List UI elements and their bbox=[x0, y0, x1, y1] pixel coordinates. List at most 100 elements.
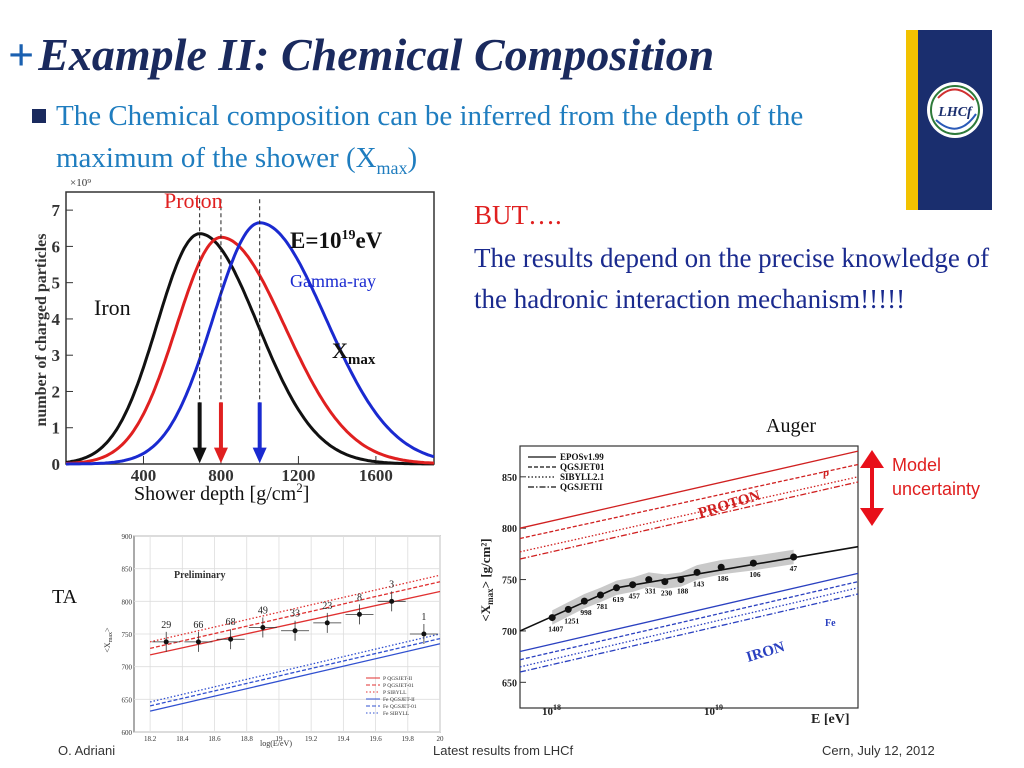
footer-date: Cern, July 12, 2012 bbox=[822, 743, 935, 758]
auger-point-count: 457 bbox=[629, 592, 641, 601]
ta-xtick-label: 18.6 bbox=[208, 735, 221, 743]
auger-point-count: 998 bbox=[580, 608, 592, 617]
auger-point-count: 1407 bbox=[548, 625, 563, 634]
auger-data-point bbox=[790, 553, 798, 561]
shower-plot-frame bbox=[65, 191, 435, 465]
ta-legend-entry: Fe QGSJET-II bbox=[383, 697, 415, 703]
bullet-square-icon bbox=[32, 109, 46, 123]
model-uncertainty-label: Model uncertainty bbox=[892, 453, 980, 501]
but-label: BUT…. bbox=[474, 200, 562, 230]
bullet-sub: max bbox=[376, 157, 408, 178]
shower-ytick-label: 1 bbox=[52, 419, 61, 438]
auger-point-count: 188 bbox=[677, 587, 689, 596]
auger-data-point bbox=[717, 563, 725, 571]
auger-legend-entry: QGSJETII bbox=[560, 482, 603, 492]
auger-iron-model-line bbox=[519, 572, 859, 653]
ta-preliminary: Preliminary bbox=[174, 570, 225, 581]
logo-accent-bar bbox=[906, 30, 918, 210]
ta-point-count: 23 bbox=[322, 601, 332, 612]
model-label-line1: Model bbox=[892, 455, 942, 475]
ta-iron-model-line bbox=[149, 637, 441, 707]
ta-xtick-label: 19.4 bbox=[337, 735, 350, 743]
ta-ylabel-main: <X bbox=[103, 642, 112, 653]
ta-ytick-label: 650 bbox=[122, 696, 133, 704]
xmax-arrowhead-icon bbox=[252, 447, 267, 464]
ta-ytick-label: 850 bbox=[122, 566, 133, 574]
ta-xtick-label: 19.8 bbox=[402, 735, 415, 743]
ta-ytick-label: 600 bbox=[122, 729, 133, 737]
ta-chart: 600 650 700 750 800 850 900 18.2 18.4 18.6 18.8 19… bbox=[103, 533, 444, 748]
bullet-end: ) bbox=[407, 142, 418, 174]
auger-ytick-label: 700 bbox=[502, 627, 517, 638]
ta-point-count: 33 bbox=[290, 609, 300, 620]
auger-xtick-19-exp: 19 bbox=[715, 703, 723, 712]
model-uncertainty-arrow-icon bbox=[860, 450, 884, 526]
ta-xlabel: log(E/eV) bbox=[260, 739, 292, 748]
shower-ytick-label: 4 bbox=[52, 310, 61, 329]
ta-xtick-label: 18.8 bbox=[241, 735, 254, 743]
energy-exp: 19 bbox=[341, 228, 355, 243]
auger-data-point bbox=[613, 584, 621, 592]
ta-xtick-label: 18.4 bbox=[176, 735, 189, 743]
shower-xlabel-end: ] bbox=[303, 483, 310, 505]
ta-legend-entry: Fe SIBYLL bbox=[383, 711, 410, 717]
shower-curve-gamma-ray bbox=[66, 221, 435, 466]
model-label-line2: uncertainty bbox=[892, 479, 981, 499]
shower-xlabel-main: Shower depth [g/cm bbox=[134, 483, 297, 505]
auger-chart: <Xmax> [g/cm²] EPOSv1.99QGSJET01SIBYLL2.… bbox=[478, 445, 859, 727]
auger-point-count: 781 bbox=[596, 602, 608, 611]
auger-data-point bbox=[596, 591, 604, 599]
ta-xtick-label: 18.2 bbox=[144, 735, 157, 743]
auger-data-point bbox=[564, 605, 572, 613]
shower-ytick-label: 0 bbox=[52, 455, 61, 474]
ta-proton-model-line bbox=[149, 574, 441, 643]
auger-point-count: 619 bbox=[613, 595, 625, 604]
xmax-arrowhead-icon bbox=[192, 447, 207, 464]
shower-ytick-label: 7 bbox=[52, 201, 61, 220]
ta-iron-model-line bbox=[149, 643, 441, 712]
ta-ytick-label: 900 bbox=[122, 533, 133, 541]
auger-xtick-18-main: 10 bbox=[542, 706, 554, 718]
auger-point-count: 230 bbox=[661, 589, 673, 598]
ta-legend-entry: P QGSJET-01 bbox=[383, 683, 414, 689]
auger-data-point bbox=[749, 559, 757, 567]
ta-point-count: 8 bbox=[357, 592, 362, 603]
y-multiplier: ×10⁹ bbox=[70, 177, 91, 189]
auger-xtick-19-main: 10 bbox=[704, 706, 716, 718]
auger-data-point bbox=[677, 576, 685, 584]
xmax-sub: max bbox=[348, 352, 376, 368]
auger-ytick-label: 850 bbox=[502, 473, 517, 484]
auger-data-point bbox=[629, 581, 637, 589]
auger-ylabel-sub: max bbox=[485, 588, 495, 605]
auger-point-count: 1251 bbox=[564, 616, 579, 625]
lhcf-logo: LHCf bbox=[918, 30, 992, 210]
auger-xtick-18-exp: 18 bbox=[553, 703, 561, 712]
auger-data-point bbox=[580, 597, 588, 605]
auger-label: Auger bbox=[766, 415, 816, 437]
energy-annotation: E=1019eV bbox=[290, 228, 383, 253]
auger-ylabel: <Xmax> [g/cm²] bbox=[478, 538, 495, 621]
footer-title: Latest results from LHCf bbox=[433, 743, 574, 758]
auger-legend-entry: EPOSv1.99 bbox=[560, 452, 604, 462]
auger-data-point bbox=[661, 578, 669, 586]
shower-curve-proton bbox=[65, 235, 435, 465]
shower-profile-chart: ×10⁹ number of charged particles 0 1 2 3 4 5 6… bbox=[33, 177, 435, 505]
ta-xtick-label: 19 bbox=[275, 735, 283, 743]
auger-p-tag: p bbox=[823, 467, 829, 479]
shower-xtick-label: 1200 bbox=[281, 466, 315, 485]
auger-point-count: 47 bbox=[790, 564, 798, 573]
gamma-annotation: Gamma-ray bbox=[290, 271, 376, 291]
ta-iron-model-line bbox=[149, 633, 441, 703]
auger-fe-tag: Fe bbox=[825, 618, 836, 629]
auger-point-count: 331 bbox=[645, 587, 657, 596]
title-text: Example II: Chemical Composition bbox=[38, 29, 715, 80]
footer-author: O. Adriani bbox=[58, 743, 116, 758]
lhcf-logo-graphic: LHCf bbox=[927, 82, 983, 138]
auger-xtick-18: 1018 bbox=[542, 703, 561, 718]
auger-ytick-label: 800 bbox=[502, 524, 517, 535]
auger-data-point bbox=[548, 614, 556, 622]
ta-ylabel-end: > bbox=[103, 627, 112, 632]
ta-legend-entry: P QGSJET-II bbox=[383, 676, 412, 682]
ta-data-point bbox=[356, 611, 362, 617]
auger-ytick-label: 650 bbox=[502, 678, 517, 689]
